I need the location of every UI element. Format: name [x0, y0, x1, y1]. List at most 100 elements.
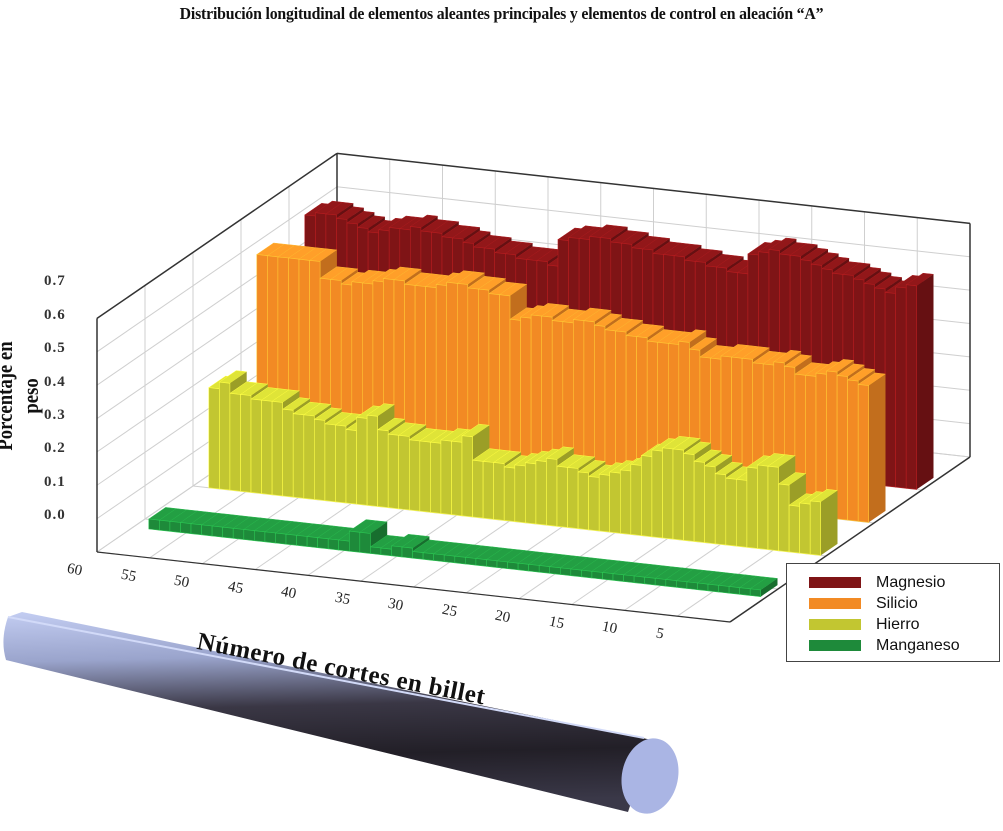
bar-front-face	[630, 463, 642, 536]
x-tick-label: 35	[333, 589, 352, 609]
bar-front-face	[464, 556, 477, 566]
bar-front-face	[718, 584, 730, 594]
bar-front-face	[619, 469, 632, 535]
bar-front-face	[672, 448, 684, 541]
bar-front-face	[686, 581, 698, 591]
bar-front-face	[370, 546, 382, 556]
bar-side-face	[760, 578, 778, 597]
bar-front-face	[461, 435, 473, 518]
bar-front-face	[662, 447, 674, 540]
bar-front-face	[546, 457, 558, 527]
bar-front-face	[271, 400, 284, 497]
bar-front-face	[683, 453, 695, 542]
bar-front-face	[757, 464, 769, 550]
x-tick-label: 25	[440, 601, 459, 621]
x-axis-line	[96, 551, 731, 623]
bar-front-face	[296, 534, 308, 547]
bar-front-face	[211, 525, 223, 538]
bar-front-face	[809, 500, 822, 556]
y-tick-label: 0.1	[44, 473, 66, 490]
bar-front-face	[454, 555, 466, 565]
box-edge	[336, 152, 971, 225]
bar-front-face	[377, 429, 389, 508]
legend-item-hierro: Hierro	[787, 614, 999, 635]
bar-front-face	[644, 576, 656, 586]
bar-front-face	[232, 527, 245, 540]
bar-front-face	[391, 545, 403, 558]
bar-front-face	[398, 434, 410, 511]
bar-front-face	[697, 582, 709, 592]
bar-front-face	[366, 414, 378, 507]
bar-front-face	[598, 473, 611, 533]
bar-front-face	[524, 462, 537, 525]
y-tick-label: 0.0	[44, 507, 66, 523]
bar-front-face	[335, 424, 347, 504]
bar-front-face	[275, 532, 287, 545]
y-tick-label: 0.2	[44, 440, 66, 457]
y-tick-label: 0.7	[44, 273, 66, 290]
bar-front-face	[528, 563, 540, 573]
bar-front-face	[857, 384, 870, 523]
bar-front-face	[514, 464, 526, 524]
bar-front-face	[440, 439, 452, 515]
x-tick-label: 55	[119, 566, 138, 586]
bar-front-face	[472, 459, 484, 519]
bar-front-face	[493, 462, 505, 521]
bar-front-face	[345, 429, 357, 505]
box-edge	[729, 456, 971, 623]
y-tick-label: 0.6	[44, 306, 66, 323]
bar-front-face	[243, 529, 255, 542]
bar-front-face	[264, 531, 276, 544]
bar-front-face	[486, 559, 498, 568]
bar-front-face	[570, 568, 582, 578]
bar-front-face	[401, 546, 413, 559]
bar-front-face	[148, 518, 160, 531]
legend-label: Hierro	[876, 615, 920, 633]
bar-front-face	[317, 537, 329, 550]
bar-front-face	[577, 471, 589, 531]
bar-front-face	[303, 414, 315, 500]
bar-front-face	[895, 286, 907, 489]
legend-item-magnesio: Magnesio	[787, 572, 999, 593]
bar-front-face	[623, 574, 635, 584]
bar-front-face	[430, 441, 442, 514]
bar-front-face	[338, 539, 350, 552]
legend-swatch	[809, 640, 861, 651]
bar-front-face	[169, 520, 181, 533]
bar-front-face	[707, 583, 719, 593]
bar-front-face	[387, 433, 400, 510]
bar-front-face	[714, 473, 727, 546]
bar-side-face	[820, 490, 838, 556]
bar-side-face	[916, 274, 934, 490]
y-tick-label: 0.4	[44, 373, 66, 390]
bar-front-face	[836, 375, 848, 521]
bar-front-face	[422, 552, 435, 561]
bar-front-face	[567, 467, 579, 529]
bar-front-face	[190, 523, 202, 536]
bar-front-face	[503, 466, 516, 522]
bar-front-face	[905, 284, 918, 490]
left-wall-gridline	[96, 186, 338, 353]
bar-front-face	[313, 418, 326, 501]
bar-front-face	[778, 483, 790, 553]
chart-title: Distribución longitudinal de elementos a…	[179, 4, 824, 23]
bar-front-face	[475, 558, 487, 567]
bar-front-face	[641, 455, 653, 538]
bar-front-face	[704, 465, 716, 545]
y-tick-label: 0.3	[44, 406, 66, 423]
legend-item-silicio: Silicio	[787, 593, 999, 614]
bar-front-face	[591, 570, 603, 580]
bar-front-face	[735, 478, 748, 548]
bar-front-face	[261, 399, 273, 496]
bar-front-face	[767, 465, 779, 552]
billet-cylinder-image	[3, 612, 679, 814]
bar-front-face	[180, 522, 192, 535]
bar-front-face	[306, 536, 318, 549]
bar-front-face	[556, 465, 568, 528]
legend-label: Silicio	[876, 594, 918, 612]
bar-front-face	[799, 502, 811, 555]
chart-legend: Magnesio Silicio Hierro Manganeso	[786, 563, 1000, 662]
bar-front-face	[651, 449, 663, 539]
bar-front-face	[451, 440, 463, 517]
